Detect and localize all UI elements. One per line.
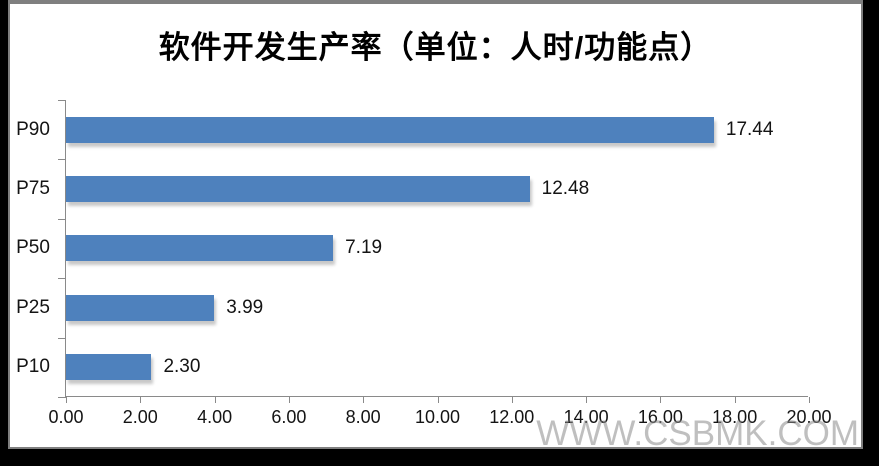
x-axis-tick-label: 16.00 (637, 407, 683, 427)
x-axis-tick (140, 397, 142, 403)
x-axis-tick (734, 397, 736, 403)
x-axis-tick (660, 397, 662, 403)
y-axis-tick (58, 100, 66, 101)
bar-row: P25 3.99 (16, 278, 808, 337)
y-axis-tick (58, 337, 66, 339)
x-axis-tick-label: 4.00 (197, 407, 233, 427)
x-axis-tick (809, 397, 810, 403)
category-label: P90 (16, 118, 50, 140)
bar-row: P50 7.19 (16, 219, 808, 278)
category-label: P50 (16, 237, 50, 259)
bar-p90 (66, 116, 714, 143)
bar-row: P10 2.30 (16, 338, 808, 397)
category-label: P25 (16, 296, 50, 318)
x-axis-tick-label: 18.00 (712, 407, 758, 427)
x-axis-tick (437, 397, 439, 403)
bar-value-label: 3.99 (226, 296, 264, 318)
x-axis-tick-label: 12.00 (489, 407, 535, 427)
bar-row: P75 12.48 (16, 159, 808, 218)
bar-row: P90 17.44 (16, 100, 808, 159)
x-axis-tick (363, 397, 365, 403)
bar-p75 (66, 176, 530, 203)
bar-value-label: 7.19 (345, 237, 383, 259)
x-axis-tick-label: 14.00 (563, 407, 609, 427)
chart-panel: 软件开发生产率（单位：人时/功能点） P90 17.44 P75 12.48 P50 7.… (8, 0, 863, 449)
bar-value-label: 17.44 (725, 118, 774, 140)
y-axis-tick (58, 278, 66, 280)
x-axis-tick-label: 8.00 (345, 407, 381, 427)
bar-value-label: 12.48 (541, 178, 590, 200)
category-label: P75 (16, 178, 50, 200)
y-axis-tick (58, 397, 66, 398)
x-axis-tick (586, 397, 588, 403)
x-axis-tick-label: 6.00 (271, 407, 307, 427)
x-axis-tick-label: 10.00 (414, 407, 461, 427)
bar-p50 (66, 235, 334, 262)
x-axis-tick-label: 0.00 (48, 407, 84, 427)
chart-title: 软件开发生产率（单位：人时/功能点） (158, 30, 713, 65)
y-axis-tick (58, 218, 66, 220)
x-axis-tick-label: 20.00 (786, 407, 832, 427)
x-axis-tick (66, 397, 67, 403)
y-axis-tick (58, 159, 66, 161)
bar-p25 (66, 294, 215, 321)
bar-value-label: 2.30 (163, 356, 201, 378)
bar-p10 (66, 354, 152, 381)
plot-area: P90 17.44 P75 12.48 P50 7.19 P25 3.99 P10 2.30 0.0… (16, 100, 832, 427)
x-axis-tick-label: 2.00 (122, 407, 158, 427)
x-axis-tick (511, 397, 513, 403)
x-axis-tick (214, 397, 216, 403)
x-axis-tick (288, 397, 290, 403)
category-label: P10 (16, 356, 50, 378)
